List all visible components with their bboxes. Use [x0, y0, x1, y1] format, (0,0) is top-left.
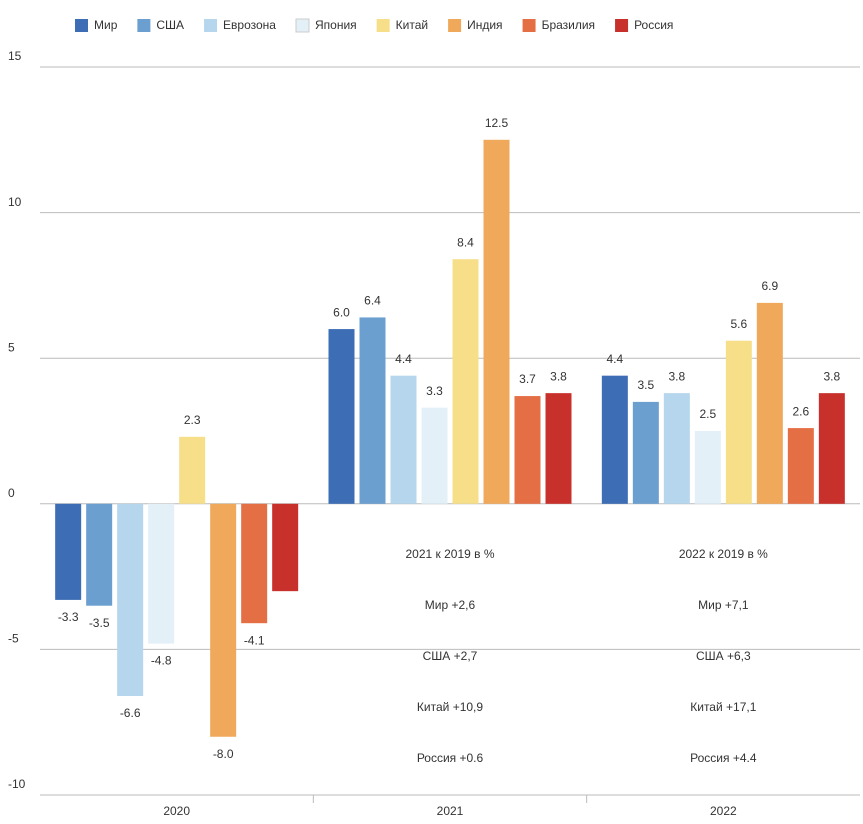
value-label: 3.8: [668, 369, 685, 383]
value-label: 6.0: [333, 305, 350, 319]
value-label: -3.5: [89, 616, 110, 630]
legend-label: Япония: [315, 18, 357, 32]
value-label: 3.7: [519, 372, 536, 386]
y-tick-label: -5: [8, 632, 19, 646]
x-tick-label: 2022: [710, 804, 737, 818]
legend-label: Еврозона: [223, 18, 276, 32]
bar: [787, 428, 814, 504]
y-tick-label: 5: [8, 340, 15, 354]
value-label: -8.0: [213, 747, 234, 761]
legend-swatch: [295, 18, 310, 33]
value-label: 3.8: [550, 369, 567, 383]
value-label: 5.6: [730, 317, 747, 331]
bar: [210, 503, 237, 737]
legend-label: США: [156, 18, 184, 32]
bar: [272, 503, 299, 592]
value-label: 3.5: [637, 378, 654, 392]
bar: [545, 393, 572, 504]
bar: [818, 393, 845, 504]
value-label: 4.4: [606, 352, 623, 366]
bar: [359, 317, 386, 504]
y-tick-label: 10: [8, 195, 22, 209]
bar: [179, 436, 206, 504]
annotation: Китай +10,9: [417, 700, 483, 714]
bar: [390, 375, 417, 504]
legend-swatch: [75, 19, 88, 32]
value-label: 8.4: [457, 235, 474, 249]
bar: [483, 139, 510, 504]
annotation: Россия +4.4: [690, 751, 757, 765]
value-label: 6.9: [761, 279, 778, 293]
bar: [694, 431, 721, 504]
bar: [601, 375, 628, 504]
value-label: -4.8: [151, 654, 172, 668]
legend-label: Индия: [467, 18, 502, 32]
value-label: 2.6: [792, 404, 809, 418]
value-label: 6.4: [364, 294, 381, 308]
value-label: 2.3: [184, 413, 201, 427]
y-tick-label: 15: [8, 49, 22, 63]
bar: [452, 259, 479, 504]
annotation: США +2,7: [423, 649, 478, 663]
x-tick-label: 2021: [437, 804, 464, 818]
y-tick-label: 0: [8, 486, 15, 500]
annotation: Мир +2,6: [425, 598, 476, 612]
annotation: Мир +7,1: [698, 598, 749, 612]
annotation: 2021 к 2019 в %: [405, 547, 494, 561]
bar: [663, 393, 690, 504]
legend-swatch: [137, 19, 151, 32]
value-label: -6.6: [120, 706, 141, 720]
bar: [86, 503, 113, 606]
bar: [55, 503, 82, 600]
bar: [421, 407, 448, 504]
legend-label: Мир: [94, 18, 118, 32]
legend-swatch: [522, 19, 536, 32]
y-tick-label: -10: [8, 777, 26, 791]
bar: [514, 396, 541, 504]
annotation: 2022 к 2019 в %: [679, 547, 768, 561]
legend-swatch: [204, 19, 218, 32]
legend-label: Бразилия: [542, 18, 596, 32]
annotation: Россия +0.6: [417, 751, 484, 765]
bar: [725, 340, 752, 504]
legend-swatch: [615, 19, 629, 32]
bar: [756, 302, 783, 504]
x-tick-label: 2020: [163, 804, 190, 818]
bar: [241, 503, 268, 624]
value-label: 3.8: [823, 369, 840, 383]
value-label: 12.5: [485, 116, 509, 130]
value-label: 2.5: [699, 407, 716, 421]
legend-swatch: [448, 19, 462, 32]
value-label: 4.4: [395, 352, 412, 366]
bar: [328, 329, 355, 504]
value-label: -3.3: [58, 610, 79, 624]
legend-label: Россия: [634, 18, 673, 32]
value-label: -4.1: [244, 633, 265, 647]
legend-swatch: [376, 19, 390, 32]
bar: [117, 503, 144, 696]
legend-label: Китай: [396, 18, 428, 32]
annotation: США +6,3: [696, 649, 751, 663]
value-label: 3.3: [426, 384, 443, 398]
bar: [148, 503, 175, 644]
annotation: Китай +17,1: [690, 700, 756, 714]
bar: [632, 401, 659, 504]
